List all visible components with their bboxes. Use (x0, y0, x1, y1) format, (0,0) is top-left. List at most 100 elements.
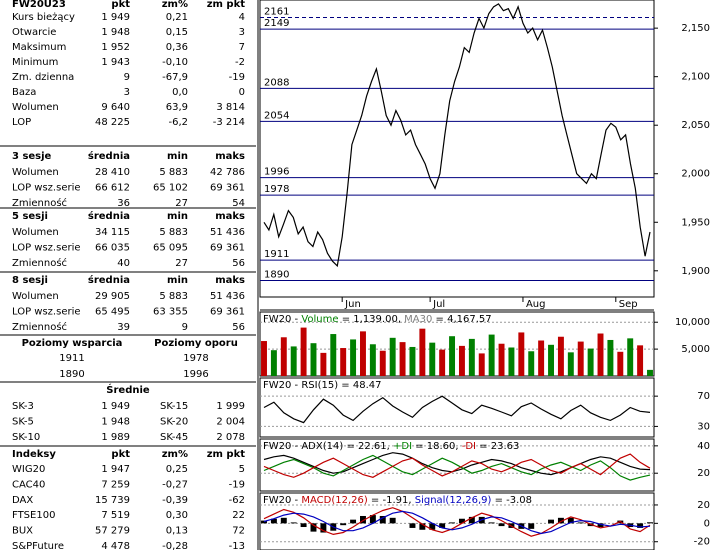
cell: 1996 (183, 369, 208, 380)
cell: 69 361 (210, 243, 245, 254)
cell: 2 004 (216, 417, 245, 428)
y-tick-label: 20 (697, 468, 710, 479)
cell: -0,10 (162, 57, 188, 68)
cell: -0,28 (162, 541, 188, 550)
bar (468, 338, 475, 376)
cell: Zmienność (12, 321, 67, 333)
cell: 9 (124, 72, 130, 83)
bar (528, 523, 535, 529)
panel-title: FW20 - MACD(12,26) = -1.91, Signal(12,26… (263, 495, 532, 506)
cell: -0,39 (162, 495, 188, 506)
column-header: zm pkt (207, 449, 246, 460)
title-part: Volume (301, 314, 338, 325)
cell: 1 999 (216, 401, 245, 412)
cell: 4 478 (101, 541, 130, 550)
bar (300, 523, 307, 528)
cell: LOP wsz.serie (12, 243, 81, 254)
cell: Wolumen (12, 227, 59, 238)
cell: 0,15 (166, 27, 188, 38)
cell: CAC40 (12, 479, 45, 490)
cell: 0,25 (166, 464, 188, 475)
title-part: -DI (462, 441, 476, 452)
y-tick-label: 10,000 (675, 317, 710, 328)
cell: 22 (232, 510, 245, 521)
cell: -13 (229, 541, 245, 550)
cell: 3 (239, 27, 245, 38)
title-part: = 1,139.00, (339, 314, 405, 325)
cell: 5 883 (159, 227, 188, 238)
x-tick-label: Jun (344, 299, 361, 310)
cell: -2 (235, 57, 245, 68)
title-part: = 4,167.57 (432, 314, 491, 325)
bar (528, 351, 535, 376)
bar (577, 341, 584, 376)
cell: 39 (117, 322, 130, 333)
bar (360, 515, 366, 524)
column-header: zm pkt (207, 0, 246, 10)
cell: 5 883 (159, 167, 188, 178)
panel (259, 492, 655, 550)
bar (389, 337, 396, 376)
column-header: pkt (111, 449, 130, 460)
bar (409, 523, 416, 528)
cell: 0,0 (172, 87, 188, 98)
section-title: 3 sesje (12, 151, 52, 162)
title-part: +DI (393, 441, 412, 452)
bar (449, 522, 456, 524)
bar (270, 518, 277, 524)
cell: -0,27 (162, 479, 188, 490)
bar (637, 345, 644, 376)
cell: -19 (229, 479, 245, 490)
bar (647, 369, 653, 376)
cell: 63 355 (153, 307, 188, 318)
section-title: 5 sesji (12, 211, 48, 222)
bar (389, 517, 396, 524)
cell: BUX (12, 526, 33, 537)
cell: 65 095 (153, 243, 188, 254)
cell: S&PFuture (12, 541, 64, 550)
y-tick-label: 2,150 (681, 23, 710, 34)
cell: 1 943 (101, 57, 130, 68)
cell: 7 519 (101, 510, 130, 521)
bar (498, 343, 505, 376)
y-tick-label: 2,100 (681, 72, 710, 83)
cell: Wolumen (12, 291, 59, 302)
bar (488, 334, 495, 376)
cell: 56 (232, 258, 245, 269)
bar (468, 516, 475, 524)
cell: 40 (117, 258, 130, 269)
bar (548, 519, 554, 524)
cell: LOP (12, 117, 31, 128)
bar (310, 523, 317, 532)
panel (259, 438, 655, 492)
bar (300, 327, 307, 376)
cell: Wolumen (12, 102, 59, 113)
column-header: maks (215, 275, 245, 286)
bar (518, 332, 525, 376)
bar (340, 523, 347, 526)
bar (498, 523, 505, 527)
cell: Otwarcie (12, 27, 56, 38)
panel (259, 311, 655, 377)
bar (557, 517, 564, 524)
bar (379, 515, 386, 524)
line (263, 3, 651, 268)
bar (320, 352, 327, 376)
cell: 66 612 (95, 183, 130, 194)
bar (280, 517, 287, 524)
bar (270, 350, 277, 376)
column-header: pkt (111, 0, 130, 10)
bar (429, 342, 436, 376)
bar (567, 352, 574, 376)
bar (429, 523, 436, 530)
bar (290, 522, 297, 524)
cell: SK-10 (12, 432, 40, 443)
column-header: średnia (88, 274, 130, 286)
column-header: Poziomy oporu (154, 338, 238, 349)
title-part: = 18.60, (412, 441, 462, 452)
cell: 1978 (183, 353, 208, 364)
title-part: FW20 - (263, 314, 301, 325)
cell: 0,36 (166, 42, 188, 53)
bar (280, 337, 287, 376)
panel (259, 377, 655, 438)
